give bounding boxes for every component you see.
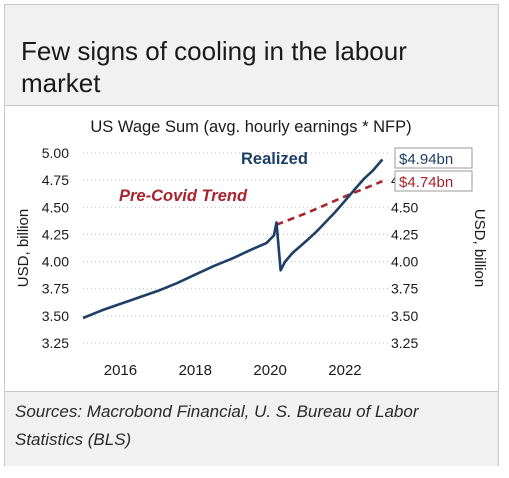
y-tick-label-right: 3.50 [391, 308, 418, 324]
y-tick-label-left: 4.50 [42, 199, 69, 215]
y-tick-label-right: 4.00 [391, 254, 418, 270]
source-note: Sources: Macrobond Financial, U. S. Bure… [15, 402, 419, 449]
y-tick-label-left: 5.00 [42, 145, 69, 161]
x-tick-label: 2016 [104, 362, 137, 379]
series-label-realized: Realized [241, 150, 308, 168]
series-line-pre-covid-trend [276, 179, 383, 226]
series-label-pre-covid-trend: Pre-Covid Trend [119, 187, 248, 205]
end-label-pre-covid-trend: $4.74bn [399, 174, 453, 191]
plot-area: US Wage Sum (avg. hourly earnings * NFP)… [5, 106, 498, 391]
y-tick-label-right: 3.75 [391, 281, 418, 297]
end-label-pre-covid-trend-box [394, 170, 473, 192]
y-tick-label-left: 4.00 [42, 254, 69, 270]
line-chart: US Wage Sum (avg. hourly earnings * NFP)… [15, 118, 488, 379]
y-tick-label-right: 4.50 [391, 199, 418, 215]
x-tick-label: 2020 [253, 362, 286, 379]
y-tick-label-left: 4.25 [42, 226, 69, 242]
y-tick-label-right: 3.25 [391, 335, 418, 351]
y-axis-title-left: USD, billion [15, 209, 32, 287]
y-tick-label-right: 4.25 [391, 226, 418, 242]
y-tick-label-left: 3.25 [42, 335, 69, 351]
series-line-realized [82, 158, 384, 320]
end-label-realized-box [394, 147, 473, 169]
y-tick-label-left: 4.75 [42, 172, 69, 188]
headline: Few signs of cooling in the labour marke… [21, 36, 407, 98]
y-tick-label-left: 3.50 [42, 308, 69, 324]
y-tick-label-left: 3.75 [42, 281, 69, 297]
end-label-realized: $4.94bn [399, 151, 453, 168]
y-axis-title-right: USD, billion [471, 209, 488, 287]
footer-band: Sources: Macrobond Financial, U. S. Bure… [5, 391, 498, 466]
x-tick-label: 2018 [179, 362, 212, 379]
x-tick-label: 2022 [328, 362, 361, 379]
chart-title: US Wage Sum (avg. hourly earnings * NFP) [90, 118, 411, 136]
header-band: Few signs of cooling in the labour marke… [5, 5, 498, 106]
